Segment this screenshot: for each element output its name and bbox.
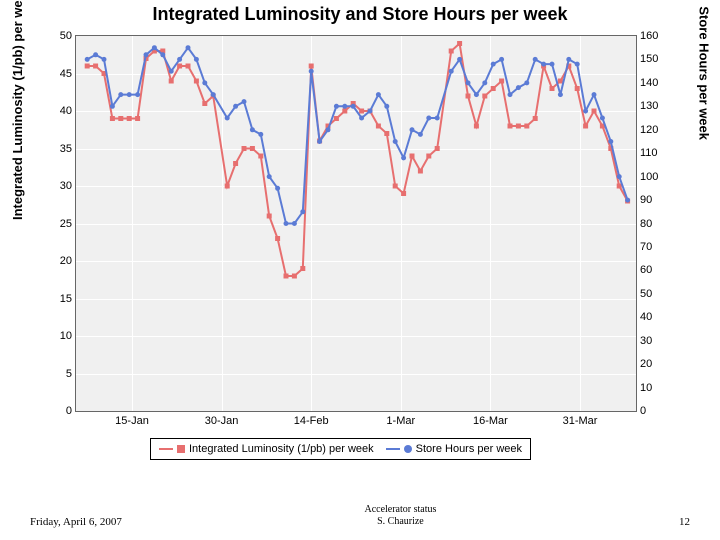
footer-author: S. Chaurize (364, 516, 436, 528)
y-left-tick: 30 (60, 180, 72, 192)
legend-line-icon (159, 448, 173, 450)
legend-line-icon (386, 448, 400, 450)
footer: Friday, April 6, 2007 Accelerator status… (30, 504, 690, 528)
y-right-tick: 20 (640, 358, 652, 370)
y-left-tick: 35 (60, 143, 72, 155)
y-right-tick: 60 (640, 264, 652, 276)
x-tick: 16-Mar (473, 415, 508, 427)
footer-center: Accelerator status S. Chaurize (364, 504, 436, 528)
y-right-tick: 130 (640, 100, 658, 112)
y-left-tick: 5 (66, 368, 72, 380)
plot-area: 0510152025303540455001020304050607080901… (75, 35, 637, 412)
y-left-tick: 0 (66, 405, 72, 417)
footer-date: Friday, April 6, 2007 (30, 516, 122, 528)
y-right-tick: 100 (640, 171, 658, 183)
y-left-tick: 40 (60, 105, 72, 117)
y-right-tick: 150 (640, 53, 658, 65)
y-right-tick: 120 (640, 124, 658, 136)
x-tick: 15-Jan (115, 415, 149, 427)
footer-title: Accelerator status (364, 504, 436, 516)
y-right-tick: 110 (640, 147, 658, 159)
y-right-tick: 160 (640, 30, 658, 42)
chart-container: Integrated Luminosity and Store Hours pe… (0, 0, 720, 480)
y-right-tick: 30 (640, 335, 652, 347)
x-tick: 30-Jan (205, 415, 239, 427)
legend-label: Store Hours per week (416, 443, 522, 455)
y-right-tick: 10 (640, 382, 652, 394)
y-right-tick: 140 (640, 77, 658, 89)
legend-item-storehours: Store Hours per week (386, 443, 522, 455)
y-left-tick: 15 (60, 293, 72, 305)
legend-item-luminosity: Integrated Luminosity (1/pb) per week (159, 443, 374, 455)
y-right-tick: 0 (640, 405, 646, 417)
chart-title: Integrated Luminosity and Store Hours pe… (0, 4, 720, 25)
legend: Integrated Luminosity (1/pb) per week St… (150, 438, 531, 460)
y-right-tick: 40 (640, 311, 652, 323)
legend-label: Integrated Luminosity (1/pb) per week (189, 443, 374, 455)
y-left-tick: 45 (60, 68, 72, 80)
y-left-tick: 50 (60, 30, 72, 42)
y-right-label: Store Hours per week (697, 6, 712, 140)
circle-marker-icon (404, 445, 412, 453)
y-right-tick: 80 (640, 218, 652, 230)
footer-page-number: 12 (679, 516, 690, 528)
y-left-tick: 25 (60, 218, 72, 230)
square-marker-icon (177, 445, 185, 453)
x-tick: 14-Feb (294, 415, 329, 427)
y-left-label: Integrated Luminosity (1/pb) per week (10, 0, 25, 220)
y-right-tick: 90 (640, 194, 652, 206)
x-tick: 1-Mar (386, 415, 415, 427)
y-left-tick: 10 (60, 330, 72, 342)
x-tick: 31-Mar (563, 415, 598, 427)
y-right-tick: 50 (640, 288, 652, 300)
y-left-tick: 20 (60, 255, 72, 267)
y-right-tick: 70 (640, 241, 652, 253)
series-svg (76, 36, 636, 411)
